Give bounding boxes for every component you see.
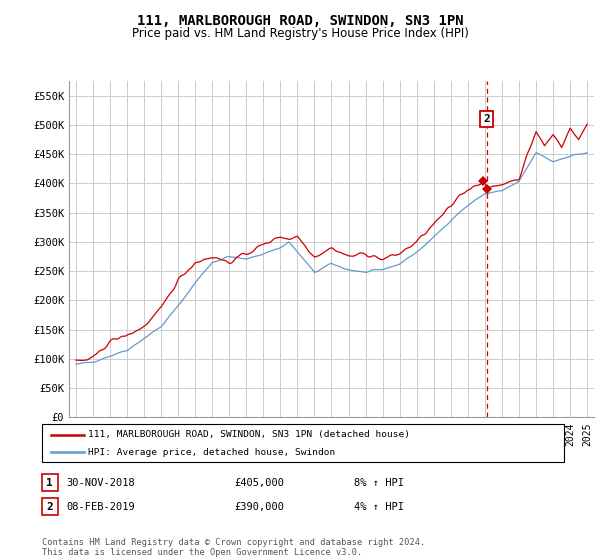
Text: Price paid vs. HM Land Registry's House Price Index (HPI): Price paid vs. HM Land Registry's House …: [131, 27, 469, 40]
Text: HPI: Average price, detached house, Swindon: HPI: Average price, detached house, Swin…: [88, 448, 335, 457]
Text: 1: 1: [46, 478, 53, 488]
Text: £405,000: £405,000: [234, 478, 284, 488]
Text: 2: 2: [46, 502, 53, 512]
Text: 4% ↑ HPI: 4% ↑ HPI: [354, 502, 404, 512]
Text: 111, MARLBOROUGH ROAD, SWINDON, SN3 1PN (detached house): 111, MARLBOROUGH ROAD, SWINDON, SN3 1PN …: [88, 430, 410, 439]
Text: Contains HM Land Registry data © Crown copyright and database right 2024.
This d: Contains HM Land Registry data © Crown c…: [42, 538, 425, 557]
Text: 2: 2: [483, 114, 490, 124]
Text: 30-NOV-2018: 30-NOV-2018: [67, 478, 136, 488]
Text: 08-FEB-2019: 08-FEB-2019: [67, 502, 136, 512]
Text: 111, MARLBOROUGH ROAD, SWINDON, SN3 1PN: 111, MARLBOROUGH ROAD, SWINDON, SN3 1PN: [137, 14, 463, 28]
Text: £390,000: £390,000: [234, 502, 284, 512]
Text: 8% ↑ HPI: 8% ↑ HPI: [354, 478, 404, 488]
